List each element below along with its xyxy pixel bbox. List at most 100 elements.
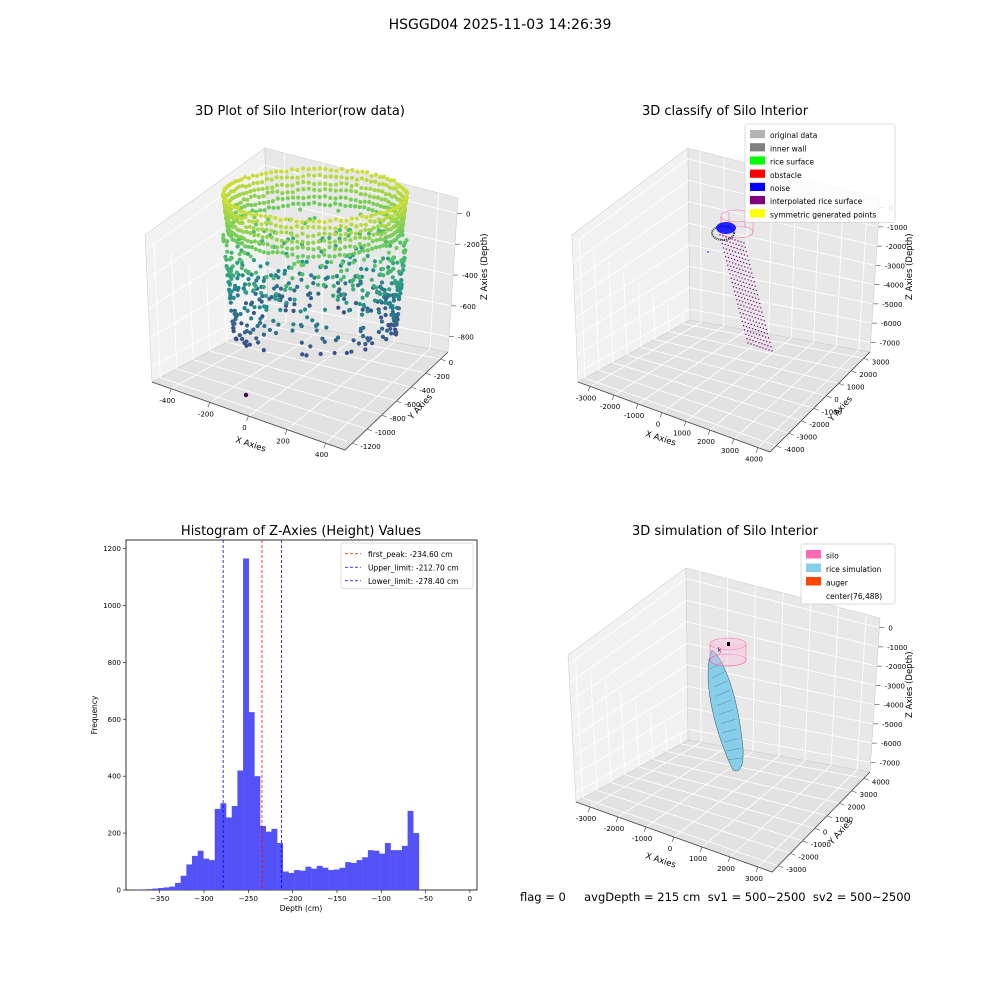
point xyxy=(343,245,348,250)
point xyxy=(734,270,736,273)
histogram-bar xyxy=(305,866,312,890)
point xyxy=(390,275,395,280)
x-tick-mark xyxy=(611,395,615,401)
point xyxy=(380,189,385,194)
point xyxy=(383,312,388,318)
point xyxy=(748,334,750,337)
legend-swatch xyxy=(806,550,821,559)
point xyxy=(316,282,321,287)
panel2-title: 3D classify of Silo Interior xyxy=(641,104,809,119)
point xyxy=(735,287,738,289)
point xyxy=(247,183,252,188)
point xyxy=(261,241,266,246)
point xyxy=(295,254,300,259)
point xyxy=(299,324,304,329)
legend-label: rice surface xyxy=(770,158,814,167)
point xyxy=(311,233,316,238)
z-tick-label: -1000 xyxy=(887,644,907,652)
point xyxy=(240,183,245,188)
point xyxy=(252,305,257,310)
point xyxy=(251,181,256,186)
point xyxy=(354,224,359,229)
point xyxy=(287,297,293,302)
point xyxy=(333,188,338,193)
histogram-bar xyxy=(339,867,346,890)
point xyxy=(380,266,386,271)
point xyxy=(369,173,374,179)
legend-swatch xyxy=(750,143,765,152)
point xyxy=(729,241,731,243)
point xyxy=(730,277,732,279)
point xyxy=(389,312,394,317)
point xyxy=(753,324,756,327)
point xyxy=(334,274,339,279)
point xyxy=(372,298,377,303)
grid-line xyxy=(680,743,864,779)
point xyxy=(284,230,289,235)
point xyxy=(355,169,360,174)
point xyxy=(768,349,770,351)
legend-label: symmetric generated points xyxy=(770,210,876,219)
point xyxy=(387,214,392,219)
point xyxy=(230,264,235,269)
point xyxy=(391,178,396,183)
point xyxy=(238,258,243,263)
point xyxy=(364,267,369,272)
point xyxy=(733,266,735,268)
z-tick-label: -200 xyxy=(464,241,480,249)
x-tick-mark xyxy=(635,403,639,409)
point xyxy=(348,203,353,209)
point xyxy=(379,223,384,228)
grid-line xyxy=(778,592,784,757)
point xyxy=(316,239,321,244)
point xyxy=(735,263,737,265)
point xyxy=(327,254,332,259)
point xyxy=(382,291,387,296)
x-tick-label: -3000 xyxy=(576,815,596,823)
point xyxy=(312,187,317,192)
z-tick-label: -6000 xyxy=(881,320,901,328)
grid-line xyxy=(680,734,682,744)
z-tick-label: -7000 xyxy=(880,759,900,767)
point xyxy=(354,189,359,194)
point xyxy=(738,295,740,298)
point xyxy=(351,338,356,343)
point xyxy=(386,199,391,204)
point xyxy=(310,318,315,323)
grid-line xyxy=(572,664,688,739)
legend-box xyxy=(744,123,896,223)
point xyxy=(271,205,276,210)
point xyxy=(311,281,316,286)
point xyxy=(751,328,754,330)
grid-line xyxy=(590,670,598,791)
point xyxy=(280,196,285,202)
point xyxy=(769,341,771,344)
y-tick-mark xyxy=(352,442,358,446)
point xyxy=(337,252,342,257)
y-tick-label: -400 xyxy=(419,387,435,395)
point xyxy=(333,231,338,237)
point xyxy=(746,318,748,320)
point xyxy=(764,344,766,346)
point xyxy=(235,260,240,265)
y-tick-label: 0 xyxy=(117,887,121,895)
point xyxy=(741,296,743,299)
point xyxy=(261,348,266,353)
point xyxy=(334,168,339,173)
point xyxy=(361,248,366,253)
point xyxy=(231,326,236,331)
point xyxy=(329,260,334,265)
point xyxy=(318,351,323,357)
z-tick-label: -4000 xyxy=(883,702,903,710)
point xyxy=(358,281,363,286)
point xyxy=(301,179,306,185)
grid-line xyxy=(667,304,670,332)
point xyxy=(379,315,384,320)
point xyxy=(258,208,263,213)
point xyxy=(387,287,392,292)
point xyxy=(306,195,311,200)
x-tick-mark xyxy=(615,816,619,823)
point xyxy=(725,236,727,238)
z-tick-label: -5000 xyxy=(882,301,902,309)
grid-line xyxy=(668,331,852,372)
